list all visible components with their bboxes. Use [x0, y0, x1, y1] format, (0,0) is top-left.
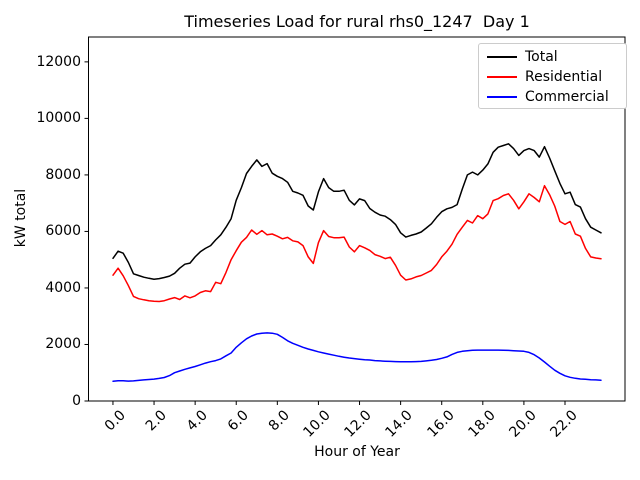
y-axis-label: kW total	[13, 188, 29, 248]
commercial-line	[112, 332, 602, 382]
residential-line	[112, 184, 602, 303]
x-axis-label: Hour of Year	[314, 444, 400, 460]
axes-frame	[88, 36, 626, 402]
legend-label-commercial: Commercial	[525, 89, 609, 105]
y-tick-label: 0	[72, 393, 81, 409]
y-tick-label: 12000	[36, 53, 81, 70]
y-tick-label: 4000	[45, 279, 81, 296]
commercial-line-swatch	[487, 96, 517, 98]
legend-label-total: Total	[525, 49, 558, 65]
legend-entry-residential: Residential	[487, 67, 626, 87]
y-tick-label: 8000	[45, 166, 81, 183]
legend: Total Residential Commercial	[478, 43, 627, 109]
y-tick-label: 2000	[45, 336, 81, 353]
chart-title: Timeseries Load for rural rhs0_1247 Day …	[184, 12, 530, 31]
legend-label-residential: Residential	[525, 69, 603, 85]
total-line-swatch	[487, 56, 517, 58]
legend-entry-commercial: Commercial	[487, 87, 626, 107]
y-tick-label: 10000	[36, 110, 81, 127]
legend-entry-total: Total	[487, 47, 626, 67]
total-line	[112, 143, 602, 280]
y-tick-label: 6000	[45, 223, 81, 240]
residential-line-swatch	[487, 76, 517, 78]
